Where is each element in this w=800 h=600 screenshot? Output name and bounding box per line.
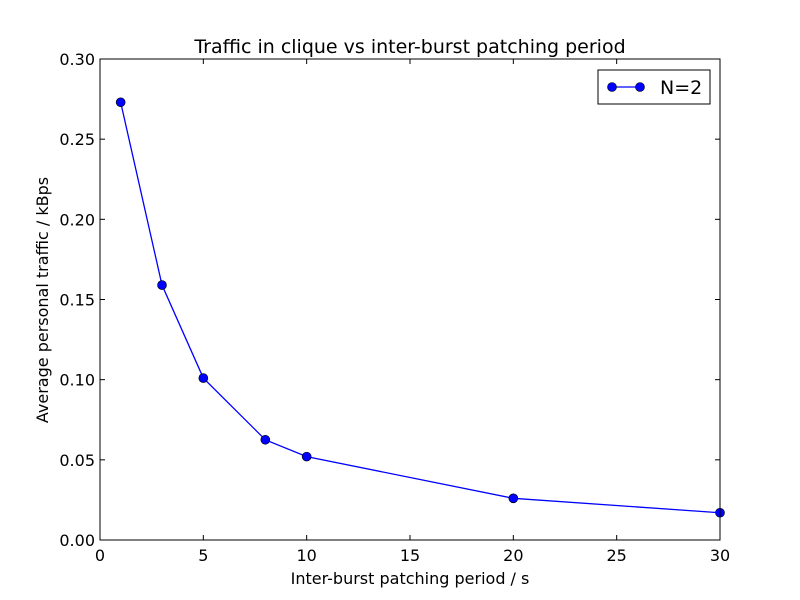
data-point <box>301 451 312 462</box>
y-tick-label: 0.10 <box>59 371 95 390</box>
y-tick-label: 0.15 <box>59 291 95 310</box>
x-tick-label: 30 <box>710 546 730 565</box>
x-tick-label: 20 <box>503 546 523 565</box>
legend-marker <box>635 82 645 92</box>
series-layer <box>115 97 725 518</box>
data-point <box>157 280 167 290</box>
legend: N=2 <box>597 69 711 105</box>
y-tick-label: 0.25 <box>59 130 95 149</box>
legend-label: N=2 <box>660 77 702 99</box>
plot-frame <box>99 58 721 541</box>
axis-ticks <box>99 58 721 541</box>
data-point <box>198 373 209 383</box>
legend-marker <box>607 82 617 92</box>
x-axis-label: Inter-burst patching period / s <box>291 569 530 588</box>
x-tick-label: 5 <box>198 546 208 565</box>
x-tick-label: 10 <box>296 546 316 565</box>
data-point <box>260 434 271 445</box>
x-tick-label: 0 <box>95 546 105 565</box>
x-tick-label: 15 <box>400 546 420 565</box>
x-tick-label: 25 <box>606 546 626 565</box>
chart-title: Traffic in clique vs inter-burst patchin… <box>193 36 625 58</box>
y-tick-label: 0.20 <box>59 210 95 229</box>
y-tick-label: 0.00 <box>59 531 95 550</box>
axis-tick-labels: 0 5 10 15 20 25 30 0.00 0.05 0.10 0.15 0.20 0.25 0.30 <box>59 50 730 565</box>
data-point <box>508 493 519 504</box>
data-point <box>115 97 126 108</box>
y-tick-label: 0.05 <box>59 451 95 470</box>
series-line <box>120 102 721 514</box>
y-axis-label: Average personal traffic / kBps <box>33 177 52 423</box>
y-tick-label: 0.30 <box>59 50 95 69</box>
